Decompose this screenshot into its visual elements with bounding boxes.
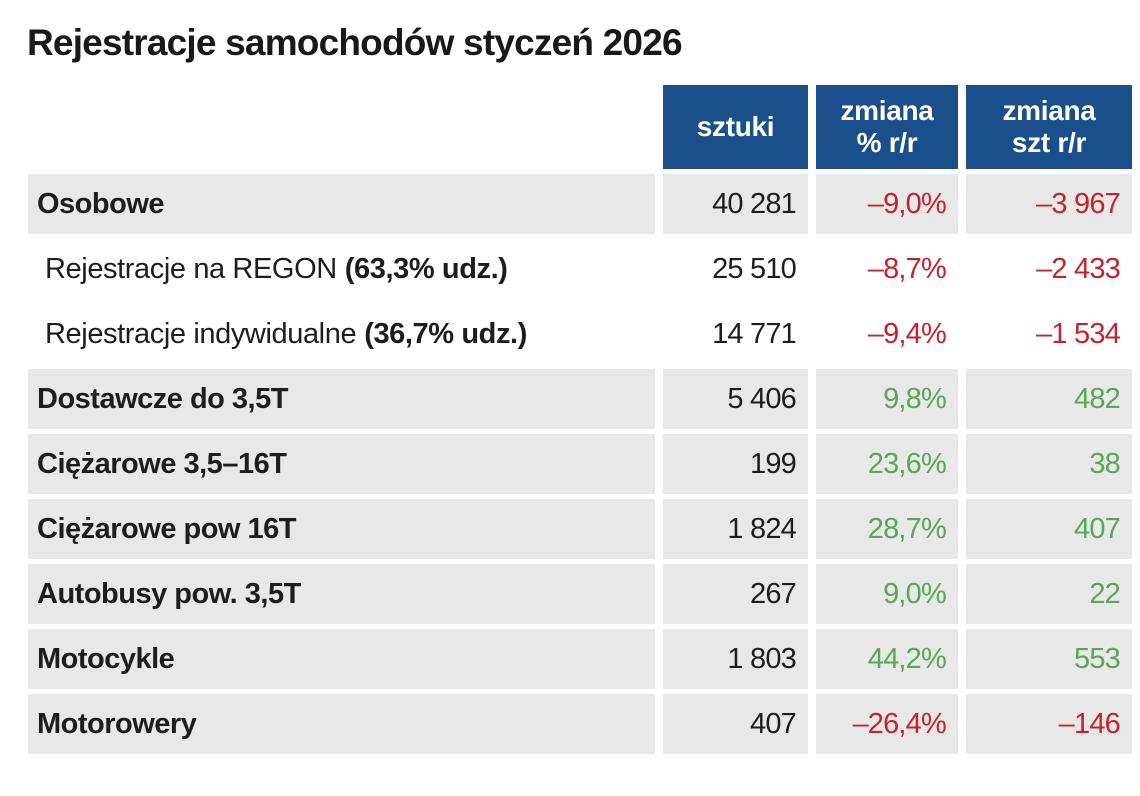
row-label-text: Rejestracje na REGON — [45, 252, 337, 285]
row-label-share: (36,7% udz.) — [364, 317, 527, 350]
value-sztuki: 5 406 — [663, 369, 808, 429]
value-sztuki: 267 — [663, 564, 808, 624]
registrations-table: sztuki zmiana % r/r zmiana szt r/r Osobo… — [28, 85, 1132, 754]
value-zmiana-pct: 44,2% — [816, 629, 958, 689]
column-header-label: szt r/r — [1011, 127, 1087, 158]
value-zmiana-szt: –1 534 — [1036, 317, 1121, 350]
value-zmiana-szt: –2 433 — [1036, 252, 1121, 285]
value-zmiana-szt: 482 — [966, 369, 1132, 429]
value-zmiana-pct: 23,6% — [816, 434, 958, 494]
value-zmiana-szt: 553 — [966, 629, 1132, 689]
value-zmiana-pct: 9,8% — [816, 369, 958, 429]
value-zmiana-szt: 407 — [966, 499, 1132, 559]
value-zmiana-szt: –3 967 — [966, 174, 1132, 234]
row-label-regon: Rejestracje na REGON (63,3% udz.) — [28, 239, 655, 299]
column-header-zmiana-szt: zmiana szt r/r — [966, 85, 1132, 169]
row-label-ciezarowe-srednie: Ciężarowe 3,5–16T — [28, 434, 655, 494]
value-zmiana-pct: –8,7% — [867, 252, 947, 285]
value-sztuki: 199 — [663, 434, 808, 494]
row-label-motorowery: Motorowery — [28, 694, 655, 754]
value-zmiana-pct: 9,0% — [816, 564, 958, 624]
value-zmiana-szt: –146 — [966, 694, 1132, 754]
column-header-label: sztuki — [696, 111, 775, 143]
value-zmiana-pct: –9,4% — [867, 317, 947, 350]
row-label-text: Ciężarowe 3,5–16T — [37, 447, 287, 480]
value-sztuki: 1 803 — [663, 629, 808, 689]
column-header-label: zmiana — [840, 95, 934, 127]
row-label-motocykle: Motocykle — [28, 629, 655, 689]
row-label-text: Motocykle — [37, 642, 175, 675]
row-label-text: Autobusy pow. 3,5T — [37, 577, 301, 610]
row-label-text: Rejestracje indywidualne — [45, 317, 357, 350]
page-title: Rejestracje samochodów styczeń 2026 — [27, 22, 683, 63]
row-label-text: Dostawcze do 3,5T — [37, 382, 288, 415]
value-sztuki: 40 281 — [663, 174, 808, 234]
row-label-indywidualne: Rejestracje indywidualne (36,7% udz.) — [28, 304, 655, 364]
value-zmiana-szt: 38 — [966, 434, 1132, 494]
value-zmiana-szt: 22 — [966, 564, 1132, 624]
row-label-dostawcze: Dostawcze do 3,5T — [28, 369, 655, 429]
value-sztuki: 407 — [663, 694, 808, 754]
value-sztuki: 25 510 — [712, 252, 797, 285]
row-label-ciezarowe-ciezkie: Ciężarowe pow 16T — [28, 499, 655, 559]
header-spacer — [28, 85, 655, 169]
row-label-osobowe: Osobowe — [28, 174, 655, 234]
column-header-sztuki: sztuki — [663, 85, 808, 169]
column-header-zmiana-pct: zmiana % r/r — [816, 85, 958, 169]
row-label-text: Ciężarowe pow 16T — [37, 512, 297, 545]
row-label-autobusy: Autobusy pow. 3,5T — [28, 564, 655, 624]
value-sztuki: 14 771 — [712, 317, 797, 350]
column-header-label: % r/r — [856, 127, 918, 158]
row-label-text: Osobowe — [37, 187, 165, 220]
row-label-text: Motorowery — [37, 707, 197, 740]
row-label-share: (63,3% udz.) — [344, 252, 508, 285]
value-sztuki: 1 824 — [663, 499, 808, 559]
column-header-label: zmiana — [1002, 95, 1096, 127]
value-zmiana-pct: –26,4% — [816, 694, 958, 754]
value-zmiana-pct: –9,0% — [816, 174, 958, 234]
value-zmiana-pct: 28,7% — [816, 499, 958, 559]
